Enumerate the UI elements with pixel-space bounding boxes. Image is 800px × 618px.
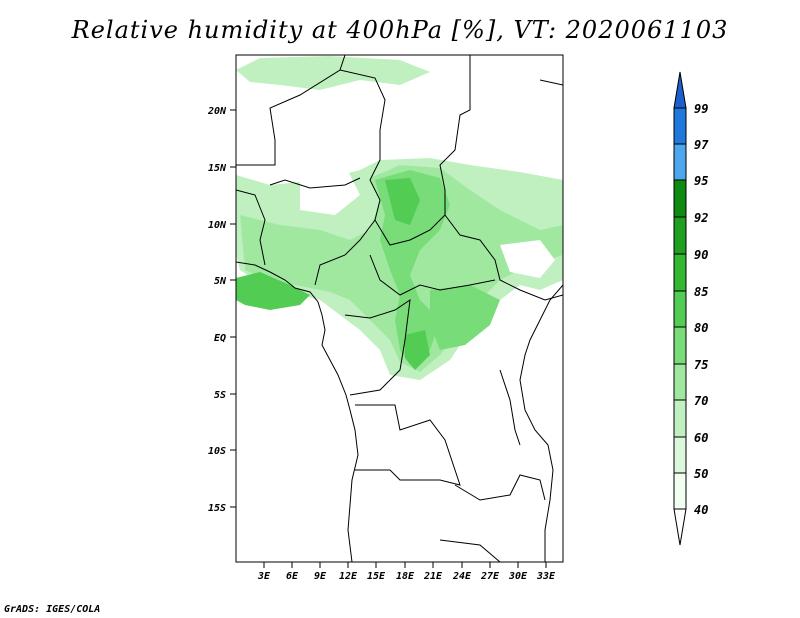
coastline-east (519, 284, 563, 562)
colorbar-segment (673, 472, 687, 510)
coastline-west (236, 261, 359, 562)
colorbar-arrow-top (673, 71, 687, 109)
border-12 (499, 369, 521, 446)
lat-label: 10S (208, 446, 226, 457)
colorbar-segment (673, 179, 687, 218)
colorbar-label: 85 (694, 285, 708, 299)
lon-label: 3E (257, 571, 271, 582)
software-credit: GrADS: IGES/COLA (4, 604, 101, 615)
colorbar-label: 75 (694, 358, 708, 372)
lon-label: 21E (423, 571, 443, 582)
lon-label: 6E (286, 571, 299, 582)
colorbar-label: 80 (694, 321, 708, 335)
lon-label: 15E (367, 571, 386, 582)
lon-label: 27E (480, 571, 500, 582)
lat-label: 15S (208, 503, 226, 514)
longitude-axis: 3E 6E 9E 12E 15E 18E 21E 24E 27E 30E 33E (257, 562, 556, 582)
humidity-region-core-east (430, 285, 500, 350)
map-boundaries (236, 55, 563, 562)
lon-label: 9E (314, 571, 327, 582)
humidity-dry-patch-2 (300, 165, 360, 215)
lon-label: 30E (508, 571, 528, 582)
colorbar-label: 50 (694, 467, 708, 481)
colorbar-segment (673, 107, 687, 145)
colorbar-arrow-bottom (673, 508, 687, 546)
colorbar-segment (673, 363, 687, 401)
colorbar-label: 97 (694, 138, 709, 152)
colorbar-segment (673, 399, 687, 438)
border-8 (454, 474, 546, 501)
border-11 (269, 177, 361, 189)
border-7 (355, 404, 461, 486)
colorbar-labels: 99 97 95 92 90 85 80 75 70 60 50 40 (694, 102, 709, 517)
colorbar-segment (673, 216, 687, 255)
colorbar-segment (673, 326, 687, 365)
lat-label: 10N (208, 220, 227, 231)
colorbar (673, 71, 687, 546)
border-3 (439, 55, 563, 301)
border-6 (344, 298, 411, 396)
lon-label: 18E (396, 571, 415, 582)
humidity-region-coast (236, 272, 310, 310)
humidity-dry-patch-1 (500, 240, 555, 278)
border-13 (539, 79, 563, 86)
lat-label: 15N (208, 163, 227, 174)
colorbar-label: 60 (694, 431, 708, 445)
colorbar-label: 99 (694, 102, 708, 116)
colorbar-label: 40 (694, 503, 708, 517)
humidity-region-peak (385, 178, 420, 225)
humidity-region-peak-south (405, 330, 430, 370)
border-4 (374, 214, 446, 246)
border-2 (314, 69, 386, 286)
map-title: Relative humidity at 400hPa [%], VT: 202… (71, 16, 729, 44)
lat-label: 5S (214, 390, 226, 401)
colorbar-segment (673, 253, 687, 292)
colorbar-label: 95 (694, 174, 708, 188)
border-9 (439, 539, 501, 562)
humidity-region-north (236, 56, 430, 90)
latitude-axis: 20N 15N 10N 5N EQ 5S 10S 15S (207, 106, 236, 514)
lon-label: 24E (452, 571, 472, 582)
colorbar-segment (673, 143, 687, 181)
lon-label: 12E (339, 571, 358, 582)
lat-label: 5N (214, 276, 227, 287)
border-5 (369, 254, 496, 296)
colorbar-label: 70 (694, 394, 708, 408)
lat-label: 20N (207, 106, 227, 117)
lat-label: EQ (214, 333, 226, 344)
colorbar-segment (673, 290, 687, 328)
lon-label: 33E (536, 571, 556, 582)
border-10 (236, 189, 266, 266)
map-frame (235, 54, 564, 563)
colorbar-label: 92 (694, 211, 708, 225)
humidity-shading (236, 56, 563, 380)
colorbar-segment (673, 436, 687, 474)
colorbar-label: 90 (694, 248, 708, 262)
